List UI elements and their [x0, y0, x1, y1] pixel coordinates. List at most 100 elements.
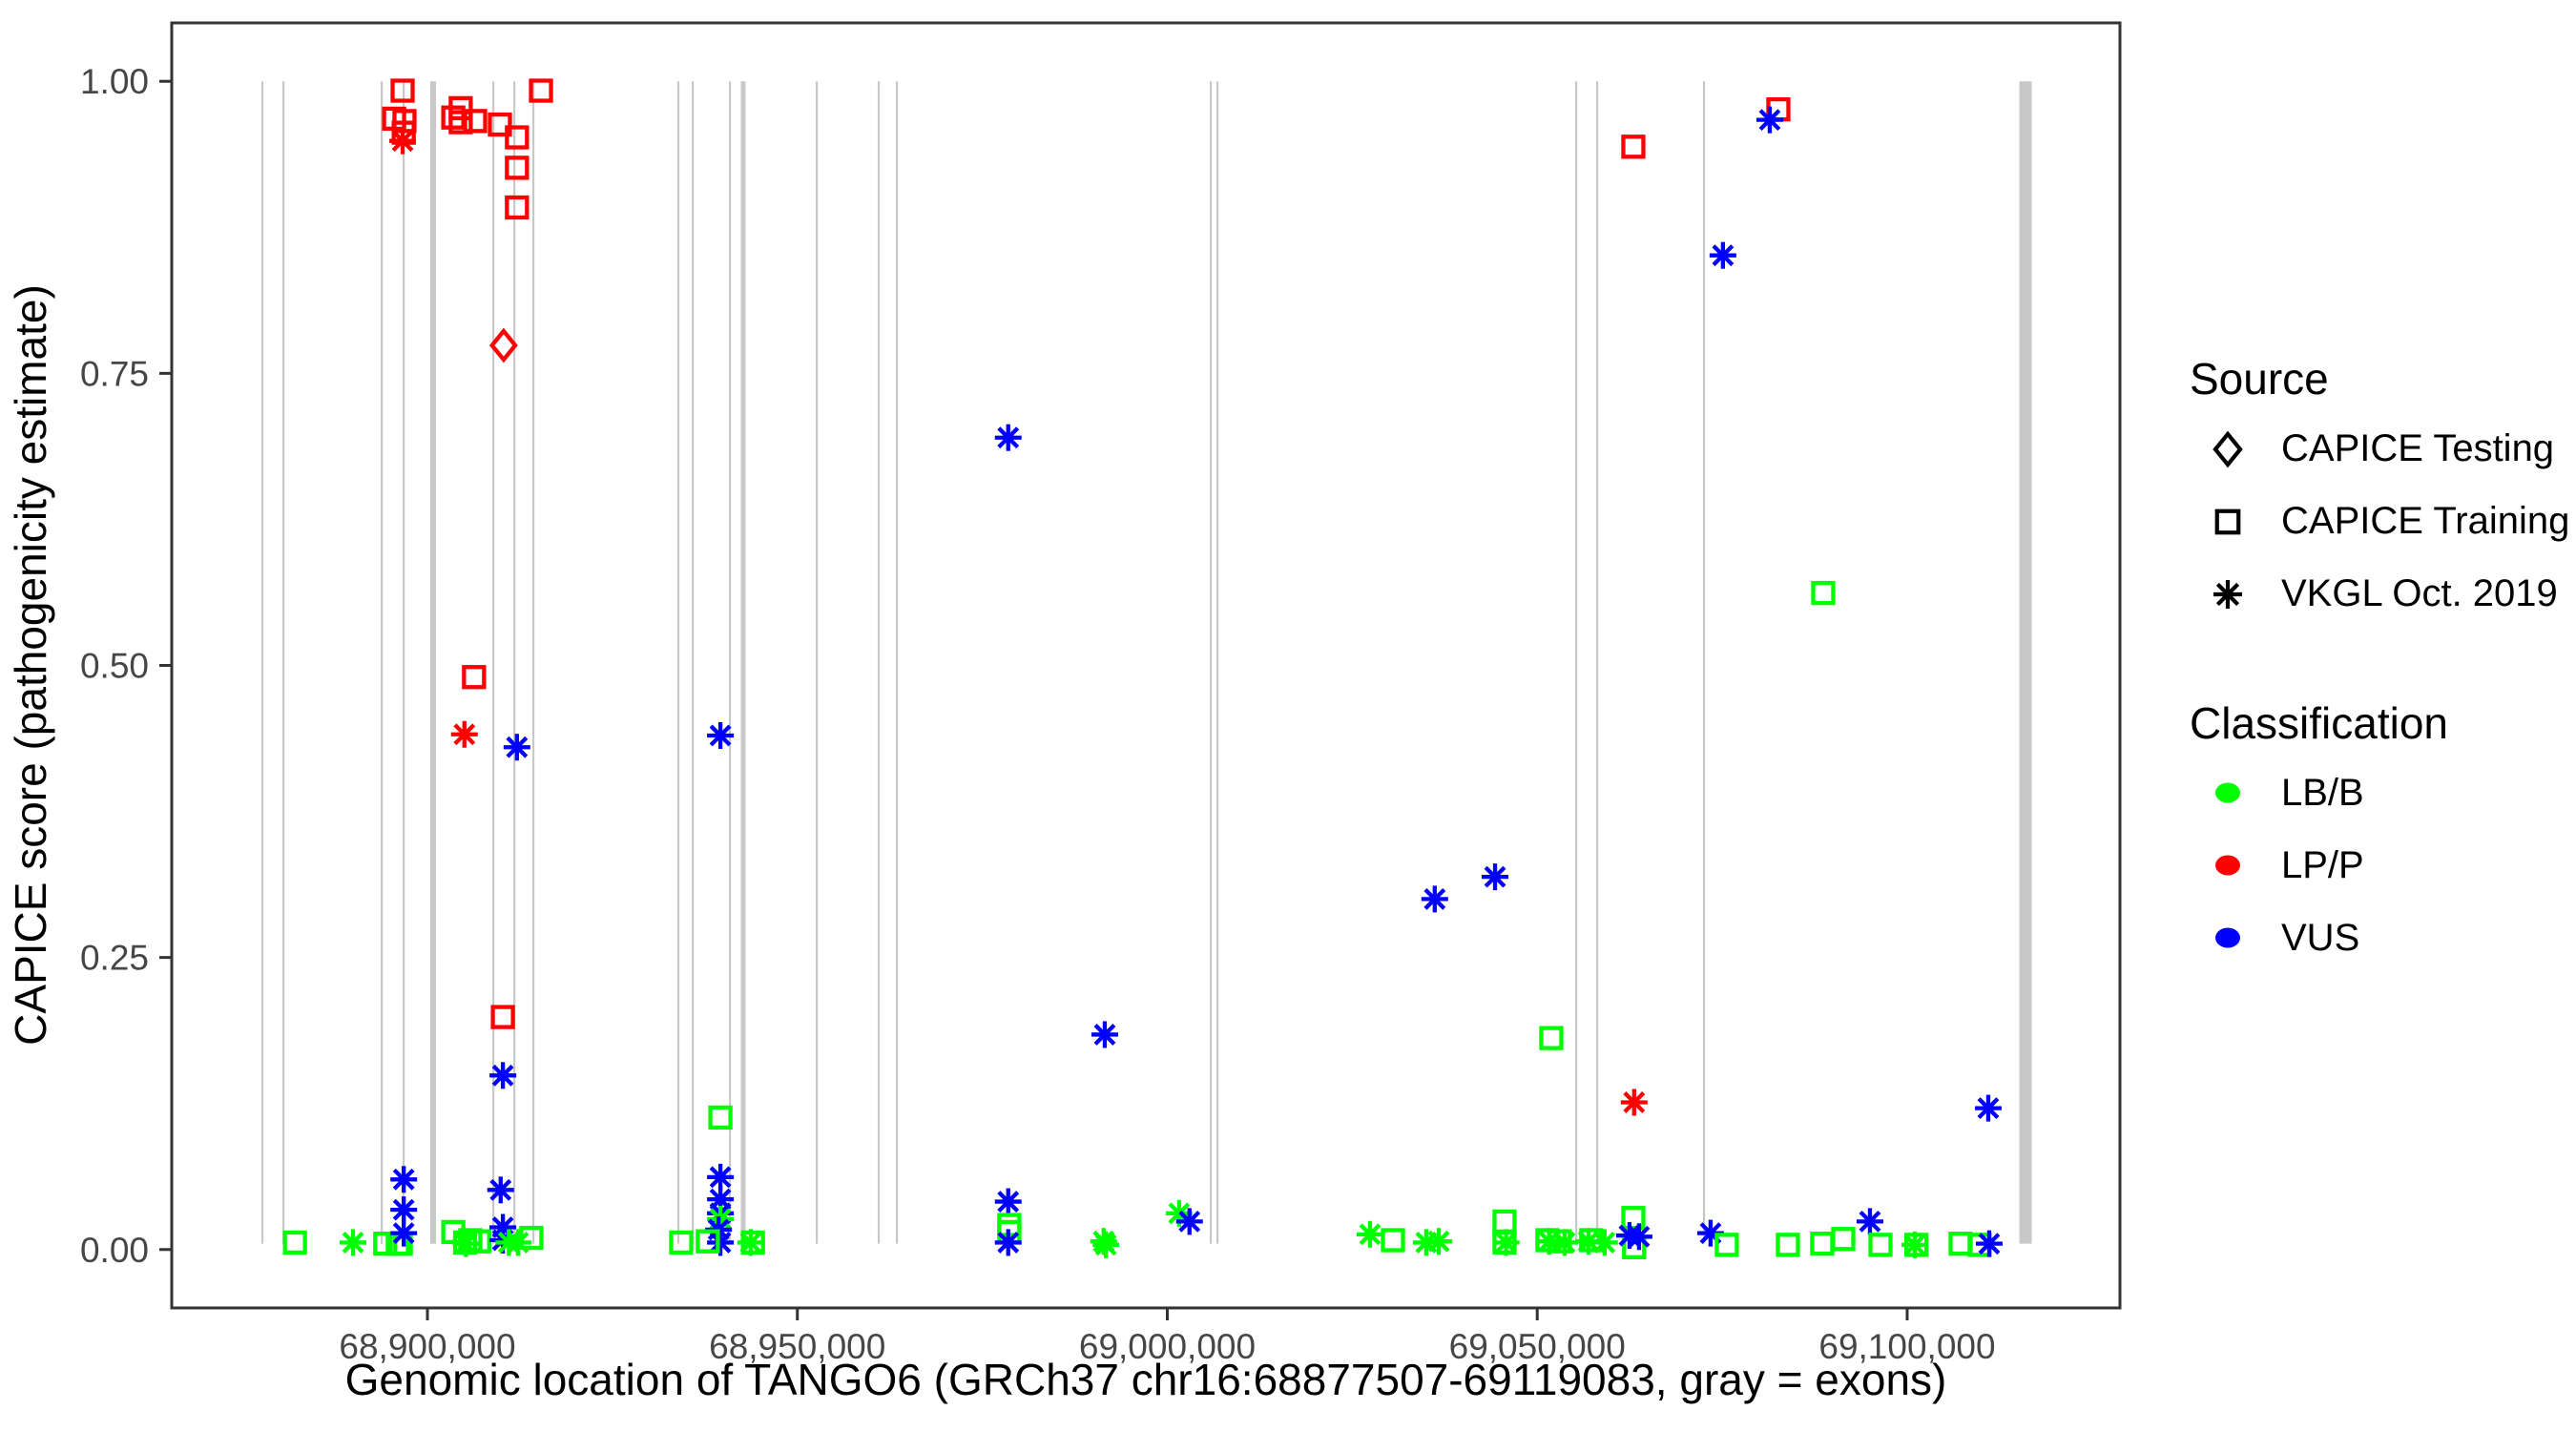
legend-source-item-1: CAPICE Training — [2190, 486, 2569, 558]
legend-classification-label-1: LP/P — [2281, 843, 2364, 886]
square-marker — [448, 110, 473, 135]
asterisk-marker — [1709, 241, 1736, 269]
exon-bar — [531, 81, 535, 1244]
legend-classification-group: Classification LB/B LP/P VUS — [2190, 697, 2569, 975]
panel-background — [172, 23, 2120, 1308]
legend-classification-item-1: LP/P — [2190, 829, 2569, 902]
asterisk-marker — [1755, 106, 1783, 134]
asterisk-marker — [1425, 1228, 1453, 1255]
square-marker — [529, 78, 553, 103]
data-points — [282, 78, 2003, 1259]
exon-bar — [1595, 81, 1599, 1244]
x-axis-title: Genomic location of TANGO6 (GRCh37 chr16… — [345, 1355, 1947, 1404]
exon-bar — [513, 81, 516, 1244]
legend-source-label-2: VKGL Oct. 2019 — [2281, 572, 2558, 615]
legend-source-item-0: CAPICE Testing — [2190, 413, 2569, 486]
y-tick-label: 1.00 — [80, 62, 149, 101]
diamond-icon — [2212, 430, 2243, 467]
asterisk-marker — [1856, 1208, 1883, 1235]
square-marker — [505, 125, 530, 150]
y-tick-label: 0.50 — [80, 647, 149, 686]
asterisk-marker — [1620, 1089, 1648, 1116]
square-marker — [1831, 1227, 1856, 1252]
asterisk-marker — [487, 1176, 514, 1204]
square-marker — [1539, 1026, 1564, 1050]
axes: 68,900,000 68,950,000 69,000,000 69,050,000… — [80, 62, 1996, 1366]
legend: Source CAPICE Testing CAPICE Training VKGL… — [2190, 355, 2569, 974]
exon-bar — [380, 81, 384, 1244]
exon-bar — [2019, 81, 2032, 1244]
square-marker — [740, 1230, 765, 1255]
asterisk-marker — [489, 1062, 517, 1089]
dot — [2215, 855, 2240, 876]
legend-source-group: Source CAPICE Testing CAPICE Training VKGL… — [2190, 355, 2569, 631]
classification-dot-icon — [2215, 782, 2240, 803]
square-marker — [519, 1225, 544, 1251]
dot — [2215, 782, 2240, 803]
asterisk-marker — [390, 1166, 418, 1193]
asterisk-marker — [994, 1229, 1022, 1256]
classification-dot-icon — [2215, 927, 2240, 948]
square-marker — [488, 112, 512, 137]
diamond-marker — [2212, 430, 2243, 467]
asterisk-marker — [1175, 1208, 1203, 1235]
y-tick-label: 0.00 — [80, 1231, 149, 1270]
square-marker — [696, 1229, 720, 1254]
asterisk-marker — [450, 720, 478, 748]
square-marker — [505, 156, 530, 180]
exon-bars — [260, 81, 2032, 1244]
asterisk-marker — [390, 1219, 418, 1247]
asterisk-marker — [390, 1196, 418, 1224]
asterisk-marker — [1482, 863, 1509, 891]
asterisk-marker — [707, 1229, 735, 1256]
legend-classification-label-2: VUS — [2281, 916, 2360, 959]
square-marker — [669, 1230, 694, 1255]
asterisk-marker — [1625, 1223, 1652, 1251]
square-marker — [462, 665, 487, 690]
exon-bar — [260, 81, 264, 1244]
square-marker — [708, 1105, 733, 1130]
plot-panel: 68,900,000 68,950,000 69,000,000 69,050,000… — [80, 21, 2122, 1366]
square-marker — [1714, 1233, 1739, 1257]
legend-source-label-1: CAPICE Training — [2281, 500, 2570, 543]
diamond-marker — [488, 327, 518, 363]
exon-bar — [430, 81, 436, 1244]
legend-source-items: CAPICE Testing CAPICE Training VKGL Oct. 2… — [2190, 413, 2569, 631]
x-tick-label: 69,000,000 — [1079, 1327, 1256, 1366]
exon-bar — [1575, 81, 1578, 1244]
asterisk-marker — [1590, 1229, 1618, 1256]
legend-classification-title: Classification — [2190, 697, 2448, 748]
asterisk-marker — [1092, 1231, 1120, 1258]
square-marker — [1904, 1233, 1929, 1257]
square-marker — [467, 1229, 491, 1254]
asterisk-marker — [340, 1229, 367, 1256]
x-tick-label: 68,950,000 — [709, 1327, 885, 1366]
square-marker — [505, 195, 530, 220]
classification-dot-icon — [2215, 855, 2240, 876]
y-axis-title: CAPICE score (pathogenicity estimate) — [6, 284, 55, 1046]
square-marker — [1621, 135, 1646, 159]
exon-bar — [676, 81, 680, 1244]
asterisk-marker — [994, 424, 1022, 451]
asterisk-marker — [1550, 1229, 1578, 1256]
exon-bar — [815, 81, 819, 1244]
square-marker — [1811, 580, 1836, 606]
exon-bar — [491, 81, 495, 1244]
exon-bar — [740, 81, 746, 1244]
legend-classification-label-0: LB/B — [2281, 771, 2364, 814]
exon-bar — [281, 81, 285, 1244]
asterisk-marker — [1975, 1230, 2003, 1257]
x-tick-label: 69,050,000 — [1449, 1327, 1626, 1366]
exon-bar — [1702, 81, 1706, 1244]
asterisk-marker — [707, 721, 735, 749]
legend-classification-item-0: LB/B — [2190, 757, 2569, 829]
legend-source-label-0: CAPICE Testing — [2281, 427, 2555, 470]
square-marker — [390, 78, 415, 103]
asterisk-icon — [2213, 579, 2242, 609]
square-icon — [2214, 508, 2241, 534]
y-tick-label: 0.25 — [80, 939, 149, 978]
dot — [2215, 927, 2240, 948]
legend-source-title: Source — [2190, 354, 2329, 404]
